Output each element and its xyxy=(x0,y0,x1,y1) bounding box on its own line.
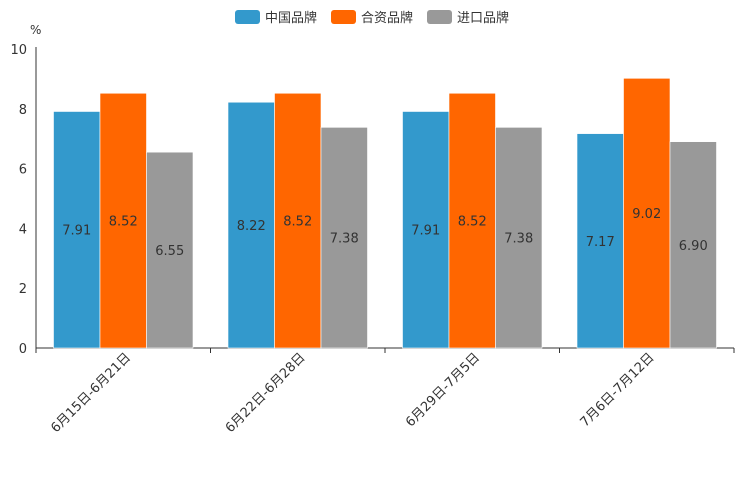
bar-series-0-cat-1 xyxy=(227,101,275,349)
bar-series-2-cat-2 xyxy=(495,127,543,349)
x-category-label-2: 6月29日-7月5日 xyxy=(403,350,483,430)
legend: 中国品牌 合资品牌 进口品牌 xyxy=(0,7,744,26)
y-tick-label-10: 10 xyxy=(10,43,27,58)
y-tick-label-0: 0 xyxy=(19,342,27,357)
bar-series-1-cat-0 xyxy=(99,92,147,349)
y-tick-label-2: 2 xyxy=(19,282,27,297)
data-label-series-2-cat-3: 6.90 xyxy=(679,239,708,254)
data-label-series-2-cat-1: 7.38 xyxy=(330,232,359,247)
data-label-series-1-cat-1: 8.52 xyxy=(283,215,312,230)
legend-label-china-brand: 中国品牌 xyxy=(264,11,317,26)
bar-series-1-cat-3 xyxy=(623,78,671,349)
bar-series-2-cat-0 xyxy=(146,151,194,349)
y-tick-label-4: 4 xyxy=(19,222,27,237)
legend-label-import-brand: 进口品牌 xyxy=(457,11,510,26)
legend-label-joint-venture-brand: 合资品牌 xyxy=(360,11,413,26)
legend-item-china-brand[interactable]: 中国品牌 xyxy=(234,7,317,26)
data-label-series-1-cat-2: 8.52 xyxy=(458,215,487,230)
bar-series-2-cat-3 xyxy=(669,141,717,349)
x-category-label-1: 6月22日-6月28日 xyxy=(223,350,309,436)
y-tick-label-8: 8 xyxy=(19,103,27,118)
data-label-series-0-cat-0: 7.91 xyxy=(62,224,91,239)
bar-series-2-cat-1 xyxy=(320,127,368,349)
data-label-series-1-cat-3: 9.02 xyxy=(632,207,661,222)
legend-swatch-joint-venture-brand xyxy=(330,9,356,24)
data-label-series-0-cat-1: 8.22 xyxy=(237,219,266,234)
y-tick-label-6: 6 xyxy=(19,163,27,178)
legend-swatch-import-brand xyxy=(427,9,452,24)
data-label-series-2-cat-2: 7.38 xyxy=(504,232,533,247)
data-label-series-0-cat-2: 7.91 xyxy=(411,224,440,239)
x-category-label-3: 7月6日-7月12日 xyxy=(578,350,658,430)
legend-item-joint-venture-brand[interactable]: 合资品牌 xyxy=(330,7,413,26)
data-label-series-2-cat-0: 6.55 xyxy=(155,244,184,259)
bar-series-1-cat-2 xyxy=(448,92,496,349)
bar-series-0-cat-3 xyxy=(576,133,624,349)
legend-swatch-china-brand xyxy=(234,9,260,24)
bar-series-0-cat-0 xyxy=(53,111,101,349)
bar-series-0-cat-2 xyxy=(402,111,450,349)
legend-item-import-brand[interactable]: 进口品牌 xyxy=(427,7,509,26)
y-axis-unit-label: % xyxy=(30,23,41,37)
x-category-label-0: 6月15日-6月21日 xyxy=(48,350,134,436)
data-label-series-0-cat-3: 7.17 xyxy=(586,235,615,250)
data-label-series-1-cat-0: 8.52 xyxy=(109,215,138,230)
